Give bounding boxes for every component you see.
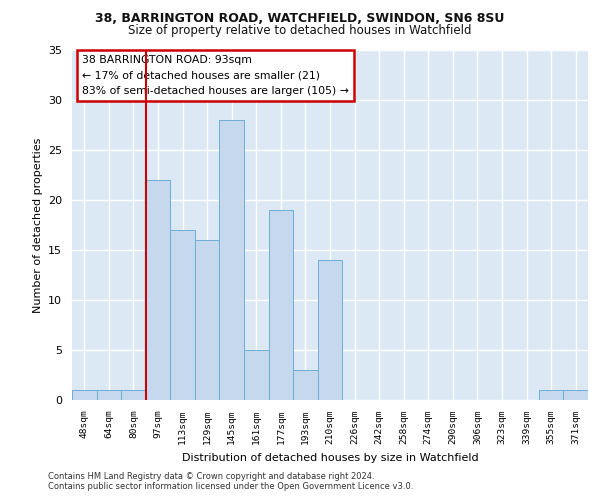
Text: Contains public sector information licensed under the Open Government Licence v3: Contains public sector information licen… bbox=[48, 482, 413, 491]
Bar bbox=[563, 390, 588, 400]
Bar bbox=[269, 210, 293, 400]
Bar bbox=[121, 390, 146, 400]
Bar bbox=[293, 370, 318, 400]
Text: Size of property relative to detached houses in Watchfield: Size of property relative to detached ho… bbox=[128, 24, 472, 37]
Y-axis label: Number of detached properties: Number of detached properties bbox=[32, 138, 43, 312]
Bar bbox=[539, 390, 563, 400]
Text: Contains HM Land Registry data © Crown copyright and database right 2024.: Contains HM Land Registry data © Crown c… bbox=[48, 472, 374, 481]
Bar bbox=[318, 260, 342, 400]
Bar bbox=[195, 240, 220, 400]
Bar bbox=[244, 350, 269, 400]
Text: 38 BARRINGTON ROAD: 93sqm
← 17% of detached houses are smaller (21)
83% of semi-: 38 BARRINGTON ROAD: 93sqm ← 17% of detac… bbox=[82, 56, 349, 96]
Bar bbox=[170, 230, 195, 400]
Bar bbox=[146, 180, 170, 400]
Bar bbox=[72, 390, 97, 400]
Text: 38, BARRINGTON ROAD, WATCHFIELD, SWINDON, SN6 8SU: 38, BARRINGTON ROAD, WATCHFIELD, SWINDON… bbox=[95, 12, 505, 26]
Bar bbox=[97, 390, 121, 400]
X-axis label: Distribution of detached houses by size in Watchfield: Distribution of detached houses by size … bbox=[182, 452, 478, 462]
Bar bbox=[220, 120, 244, 400]
